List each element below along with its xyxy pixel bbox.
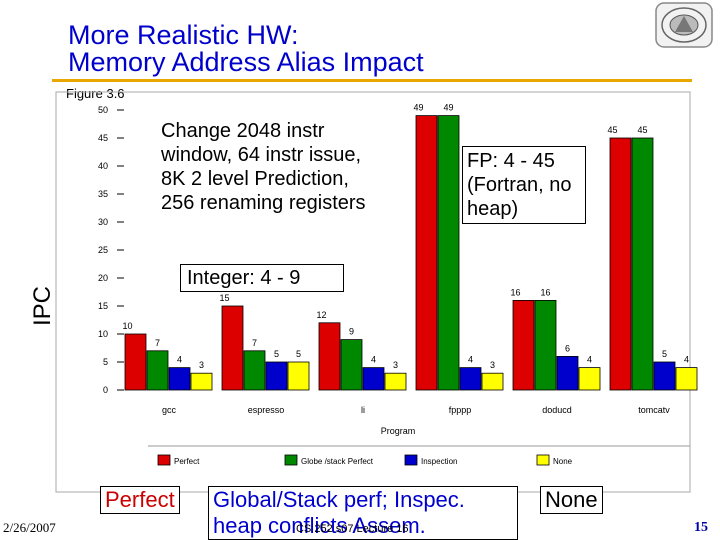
title-line-2: Memory Address Alias Impact xyxy=(68,47,424,77)
y-tick-label: 15 xyxy=(98,301,108,311)
y-tick-label: 50 xyxy=(98,105,108,115)
y-tick-label: 40 xyxy=(98,161,108,171)
bar-li-2 xyxy=(362,367,385,391)
bar-fpppp-3 xyxy=(481,372,504,391)
bar-value-label: 16 xyxy=(510,287,520,297)
bar-li-3 xyxy=(384,372,407,391)
x-tick-label-tomcatv: tomcatv xyxy=(638,405,670,415)
label-global-stack: Global/Stack perf; Inspec. heap conflict… xyxy=(208,486,518,540)
bar-value-label: 3 xyxy=(490,360,495,370)
x-axis-title: Program xyxy=(381,426,416,436)
bar-fpppp-1 xyxy=(437,115,460,391)
bar-espresso-1 xyxy=(243,350,266,391)
label-perfect: Perfect xyxy=(100,486,180,514)
bar-doducd-2 xyxy=(556,355,579,391)
bar-doducd-3 xyxy=(578,367,601,391)
label-none: None xyxy=(540,486,603,514)
callout-fp-range: FP: 4 - 45 (Fortran, no heap) xyxy=(462,146,586,224)
legend-label-3: None xyxy=(553,457,573,466)
bar-doducd-1 xyxy=(534,299,557,391)
legend-swatch-1 xyxy=(284,454,298,466)
bar-value-label: 4 xyxy=(468,355,473,365)
legend: Perfect Globe /stack Perfect Inspection Non… xyxy=(157,454,573,466)
callout-integer-range: Integer: 4 - 9 xyxy=(180,264,344,292)
bar-value-label: 7 xyxy=(252,338,257,348)
university-seal-icon xyxy=(655,2,713,48)
y-tick-label: 10 xyxy=(98,329,108,339)
x-tick-label-fpppp: fpppp xyxy=(449,405,472,415)
bar-value-label: 10 xyxy=(122,321,132,331)
y-axis-title: IPC xyxy=(29,286,56,326)
y-tick-label: 25 xyxy=(98,245,108,255)
bar-fpppp-0 xyxy=(415,115,438,391)
legend-label-2: Inspection xyxy=(421,457,457,466)
bar-doducd-0 xyxy=(512,299,535,391)
bar-value-labels: 10 7 4 3 15 7 5 5 12 9 4 3 49 49 4 3 16 16 6 4 45 45 5 4 xyxy=(122,103,689,371)
y-tick-label: 20 xyxy=(98,273,108,283)
x-tick-label-doducd: doducd xyxy=(542,405,572,415)
bar-gcc-0 xyxy=(124,333,147,391)
bar-value-label: 4 xyxy=(587,355,592,365)
bar-value-label: 45 xyxy=(637,125,647,135)
bar-value-label: 5 xyxy=(296,349,301,359)
y-tick-label: 30 xyxy=(98,217,108,227)
bar-value-label: 4 xyxy=(684,355,689,365)
bar-tomcatv-1 xyxy=(631,137,654,391)
bar-value-label: 45 xyxy=(607,125,617,135)
footer-page-number: 15 xyxy=(694,520,708,535)
bar-value-label: 12 xyxy=(316,310,326,320)
bar-li-0 xyxy=(318,322,341,391)
x-tick-labels: gcc espresso li fpppp doducd tomcatv xyxy=(162,405,670,415)
bar-espresso-2 xyxy=(265,361,288,391)
bar-value-label: 15 xyxy=(219,293,229,303)
legend-label-1: Globe /stack Perfect xyxy=(301,457,374,466)
bar-value-label: 7 xyxy=(155,338,160,348)
legend-label-0: Perfect xyxy=(174,457,200,466)
footer-date: 2/26/2007 xyxy=(3,520,56,535)
bar-value-label: 16 xyxy=(540,287,550,297)
x-tick-label-espresso: espresso xyxy=(248,405,285,415)
bar-value-label: 5 xyxy=(662,349,667,359)
bar-value-label: 5 xyxy=(274,349,279,359)
footer-course: CS 252 s07 Lecture 16 xyxy=(296,523,409,535)
bars xyxy=(124,115,698,391)
bar-tomcatv-0 xyxy=(609,137,632,391)
bar-gcc-3 xyxy=(190,372,213,391)
bar-value-label: 4 xyxy=(371,355,376,365)
y-axis: 0 5 10 15 20 25 30 35 40 45 50 xyxy=(98,105,124,395)
legend-swatch-2 xyxy=(404,454,418,466)
y-tick-label: 45 xyxy=(98,133,108,143)
bar-value-label: 9 xyxy=(349,327,354,337)
y-tick-label: 0 xyxy=(103,385,108,395)
y-tick-label: 5 xyxy=(103,357,108,367)
bar-tomcatv-2 xyxy=(653,361,676,391)
bar-tomcatv-3 xyxy=(675,367,698,391)
bar-value-label: 6 xyxy=(565,343,570,353)
bar-gcc-1 xyxy=(146,350,169,391)
bar-fpppp-2 xyxy=(459,367,482,391)
bar-li-1 xyxy=(340,339,363,391)
figure-label: Figure 3.6 xyxy=(66,86,125,101)
x-tick-label-gcc: gcc xyxy=(162,405,177,415)
x-tick-label-li: li xyxy=(361,405,365,415)
bar-value-label: 49 xyxy=(413,103,423,113)
legend-swatch-3 xyxy=(536,454,550,466)
bar-value-label: 4 xyxy=(177,355,182,365)
bar-value-label: 49 xyxy=(443,103,453,113)
y-tick-label: 35 xyxy=(98,189,108,199)
bar-espresso-0 xyxy=(221,305,244,391)
title-underline xyxy=(52,79,692,82)
bar-value-label: 3 xyxy=(393,360,398,370)
bar-gcc-2 xyxy=(168,367,191,391)
bar-value-label: 3 xyxy=(199,360,204,370)
slide-title: More Realistic HW: Memory Address Alias … xyxy=(68,22,538,76)
bar-espresso-3 xyxy=(287,361,310,391)
title-line-1: More Realistic HW: xyxy=(68,20,299,50)
callout-configuration: Change 2048 instr window, 64 instr issue… xyxy=(157,118,387,216)
legend-swatch-0 xyxy=(157,454,171,466)
